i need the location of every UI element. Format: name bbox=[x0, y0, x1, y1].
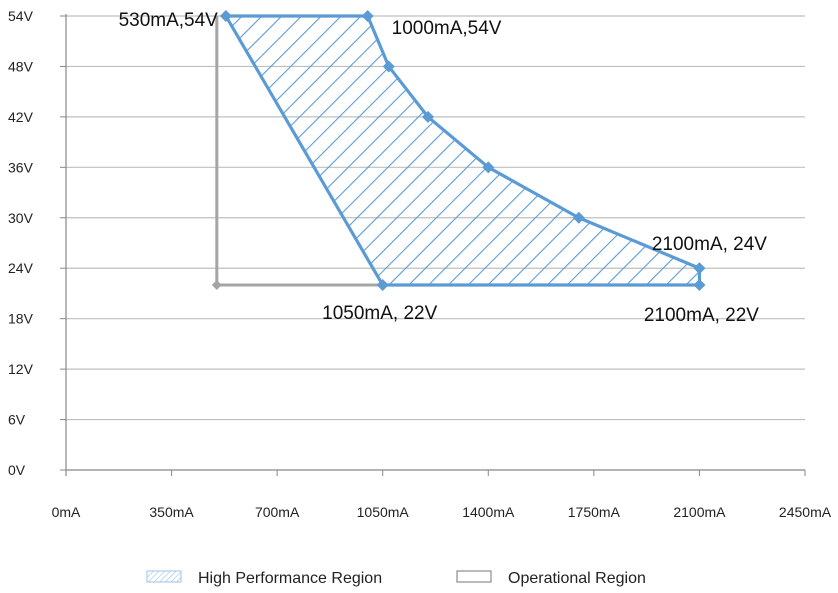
x-tick-label-0: 0mA bbox=[52, 504, 81, 520]
annotation-label-2: 1050mA, 22V bbox=[322, 303, 437, 324]
annotation-label-1: 1000mA,54V bbox=[392, 18, 502, 39]
annotations: 530mA,54V 1000mA,54V 1050mA, 22V 2100mA, 24… bbox=[119, 10, 768, 326]
high-performance-point-0 bbox=[219, 10, 232, 22]
y-tick-label-2: 12V bbox=[8, 361, 34, 377]
annotation-label-4: 2100mA, 22V bbox=[644, 305, 759, 326]
high-performance-region-area bbox=[224, 14, 702, 287]
x-tick-label-6: 2100mA bbox=[673, 504, 726, 520]
y-tick-label-1: 6V bbox=[8, 412, 26, 428]
y-tick-label-3: 18V bbox=[8, 311, 34, 327]
x-tick-label-4: 1400mA bbox=[462, 504, 515, 520]
legend-label-operational: Operational Region bbox=[508, 570, 646, 587]
y-tick-label-5: 30V bbox=[8, 210, 34, 226]
x-tick-label-3: 1050mA bbox=[357, 504, 410, 520]
high-performance-point-8 bbox=[376, 279, 389, 292]
annotation-label-0: 530mA,54V bbox=[119, 10, 219, 31]
high-performance-point-1 bbox=[361, 10, 374, 22]
series bbox=[211, 10, 706, 292]
x-tick-label-2: 700mA bbox=[255, 504, 300, 520]
x-tick-label-5: 1750mA bbox=[568, 504, 621, 520]
high-performance-point-7 bbox=[693, 279, 706, 292]
legend-swatch-operational bbox=[456, 570, 492, 583]
x-tick-label-7: 2450mA bbox=[779, 504, 832, 520]
y-tick-label-8: 48V bbox=[8, 58, 34, 74]
legend-label-high-performance: High Performance Region bbox=[198, 570, 382, 587]
y-tick-label-4: 24V bbox=[8, 260, 34, 276]
y-tick-label-6: 36V bbox=[8, 159, 34, 175]
y-tick-label-0: 0V bbox=[8, 462, 26, 478]
y-tick-label-7: 42V bbox=[8, 109, 34, 125]
x-tick-label-1: 350mA bbox=[149, 504, 194, 520]
axes bbox=[60, 14, 806, 476]
high-performance-point-4 bbox=[482, 161, 495, 174]
high-performance-point-2 bbox=[382, 60, 395, 73]
annotation-label-3: 2100mA, 24V bbox=[652, 234, 767, 255]
high-performance-point-6 bbox=[693, 262, 706, 275]
operational-region-point-1 bbox=[211, 280, 222, 291]
y-tick-label-9: 54V bbox=[8, 8, 34, 24]
legend-swatch-high-performance bbox=[146, 570, 182, 583]
high-performance-point-5 bbox=[572, 211, 585, 224]
legend: High Performance Region Operational Regio… bbox=[146, 570, 646, 587]
tick-labels: 0V 6V 12V 18V 24V 30V 36V 42V 48V 54V 0mA 350mA 700m… bbox=[8, 8, 832, 520]
high-performance-point-3 bbox=[421, 110, 434, 123]
